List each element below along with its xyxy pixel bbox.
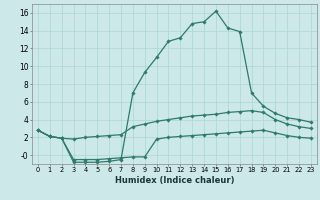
X-axis label: Humidex (Indice chaleur): Humidex (Indice chaleur): [115, 176, 234, 185]
